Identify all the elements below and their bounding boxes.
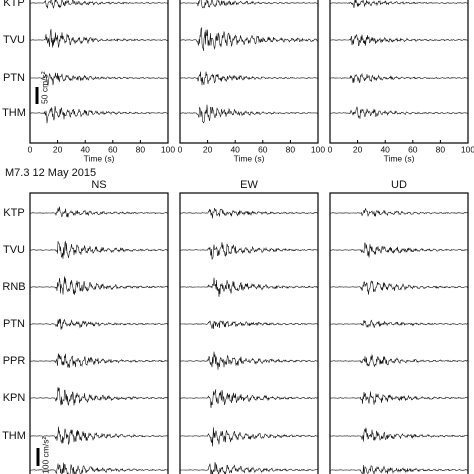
station-label: TVU: [3, 244, 25, 256]
waveform: [29, 353, 169, 369]
waveform: [29, 426, 169, 445]
x-axis-label: Time (s): [84, 153, 115, 163]
station-label: KPN: [3, 392, 26, 404]
waveform: [179, 0, 319, 9]
station-label: RNB: [2, 281, 25, 293]
x-axis-label: Time (s): [384, 153, 415, 163]
waveform: [179, 389, 319, 409]
waveform: [329, 0, 469, 8]
station-label: THM: [2, 107, 26, 119]
panel-frame: [179, 192, 319, 474]
component-label: EW: [240, 179, 258, 191]
x-tick-label: 40: [80, 144, 90, 154]
station-label: KTP: [3, 0, 24, 9]
station-label: KTP: [3, 207, 24, 219]
waveform: [329, 427, 469, 442]
x-axis-label: Time (s): [234, 153, 265, 163]
x-tick-label: 80: [436, 144, 446, 154]
waveform: [179, 71, 319, 86]
x-tick-label: 40: [230, 144, 240, 154]
waveform: [329, 106, 468, 119]
waveform: [29, 462, 169, 474]
panel-frame: [29, 0, 169, 144]
x-tick-label: 0: [328, 144, 333, 154]
scale-label: 50 cm/s²: [39, 71, 49, 104]
component-label: NS: [91, 179, 106, 191]
waveform: [179, 462, 319, 474]
waveform: [179, 27, 319, 52]
x-tick-label: 0: [178, 144, 183, 154]
waveform: [179, 104, 318, 124]
x-tick-label: 20: [203, 144, 213, 154]
waveform: [329, 464, 469, 474]
waveform: [29, 318, 169, 330]
panel-frame: [179, 0, 319, 144]
x-tick-label: 60: [258, 144, 268, 154]
x-tick-label: 20: [53, 144, 63, 154]
waveform: [29, 387, 169, 406]
waveform: [179, 320, 319, 330]
waveform: [329, 319, 469, 328]
waveform: [29, 72, 169, 86]
x-tick-label: 80: [286, 144, 296, 154]
x-tick-label: 20: [353, 144, 363, 154]
x-tick-label: 80: [136, 144, 146, 154]
waveform: [29, 0, 169, 9]
waveform: [330, 280, 469, 295]
component-label: UD: [391, 179, 407, 191]
x-tick-label: 0: [28, 144, 33, 154]
waveform: [179, 351, 319, 370]
waveform: [330, 34, 469, 47]
station-label: PTN: [3, 318, 25, 330]
x-tick-label: 100: [461, 144, 474, 154]
waveform: [29, 206, 169, 218]
panel-frame: [329, 0, 469, 144]
panel-frame: [29, 192, 169, 474]
waveform: [329, 208, 469, 217]
x-tick-label: 60: [108, 144, 118, 154]
scale-label: 100 cm/s²: [40, 437, 50, 474]
x-tick-label: 100: [311, 144, 325, 154]
x-tick-label: 40: [380, 144, 390, 154]
station-label: THM: [2, 430, 26, 442]
panel-frame: [329, 192, 469, 474]
station-label: PTN: [3, 72, 25, 84]
waveform: [179, 427, 319, 447]
station-label: PPR: [3, 355, 26, 367]
waveform: [29, 240, 169, 259]
waveform: [329, 354, 469, 368]
x-tick-label: 60: [408, 144, 418, 154]
event-title: M7.3 12 May 2015: [5, 167, 96, 179]
waveform: [329, 391, 469, 405]
waveform: [29, 106, 169, 124]
waveform: [29, 28, 169, 48]
waveform: [329, 242, 469, 258]
waveform: [179, 277, 319, 297]
waveform: [179, 207, 319, 219]
x-tick-label: 100: [161, 144, 175, 154]
station-label: TVU: [3, 34, 25, 46]
waveform: [179, 242, 318, 260]
waveform: [29, 276, 169, 295]
waveform: [329, 72, 469, 84]
